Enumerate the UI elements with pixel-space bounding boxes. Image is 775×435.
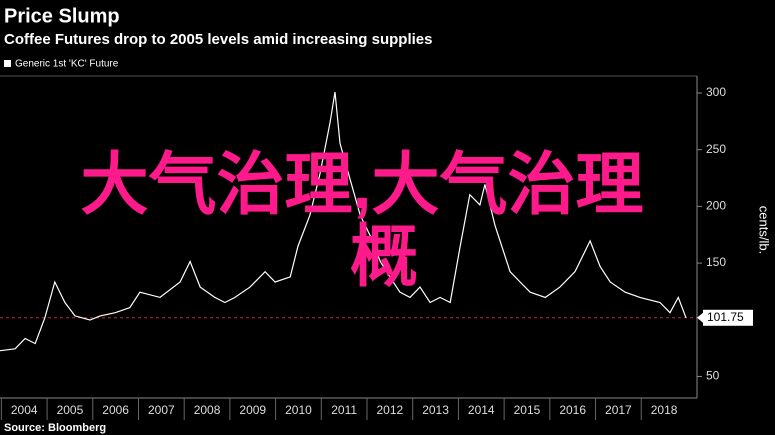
- x-tick-label: 2011: [331, 403, 357, 417]
- y-axis-label: cents/lb.: [757, 206, 772, 254]
- x-tick-label: 2012: [377, 403, 404, 417]
- legend-swatch: [4, 60, 11, 67]
- x-tick-label: 2018: [651, 403, 678, 417]
- overlay-text: 概: [350, 219, 418, 295]
- y-tick-label: 150: [706, 255, 726, 269]
- series-line: [0, 91, 687, 352]
- chart-subtitle: Coffee Futures drop to 2005 levels amid …: [4, 31, 432, 48]
- x-tick-label: 2006: [102, 403, 129, 417]
- y-tick-label: 50: [706, 369, 720, 383]
- x-tick-label: 2004: [11, 403, 38, 417]
- x-tick-label: 2013: [422, 403, 449, 417]
- x-tick-label: 2017: [605, 403, 632, 417]
- legend-label: Generic 1st 'KC' Future: [15, 59, 119, 70]
- overlay-text: 大气治理,大气治理: [81, 147, 644, 223]
- x-tick-label: 2007: [148, 403, 175, 417]
- last-value-label: 101.75: [707, 310, 744, 324]
- last-value-pointer: [697, 312, 703, 323]
- x-tick-label: 2008: [194, 403, 221, 417]
- x-tick-label: 2009: [239, 403, 266, 417]
- x-tick-label: 2014: [468, 403, 495, 417]
- x-tick-label: 2016: [559, 403, 586, 417]
- x-tick-label: 2015: [514, 403, 541, 417]
- y-tick-label: 200: [706, 199, 726, 213]
- x-tick-label: 2005: [57, 403, 84, 417]
- x-tick-label: 2010: [285, 403, 312, 417]
- y-tick-label: 300: [706, 85, 726, 99]
- source: Source: Bloomberg: [4, 422, 106, 434]
- y-tick-label: 250: [706, 142, 726, 156]
- last-value-box: [703, 309, 753, 326]
- chart-title: Price Slump: [4, 5, 120, 27]
